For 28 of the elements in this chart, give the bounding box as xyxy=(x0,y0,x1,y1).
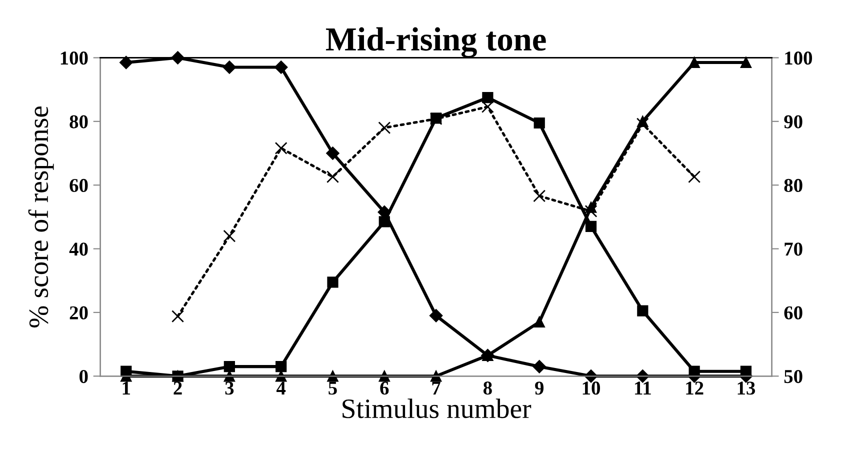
y2-tick-label: 70 xyxy=(784,242,802,256)
y2-tick-label: 50 xyxy=(784,370,802,384)
y-tick-label: 100 xyxy=(60,52,88,65)
x-tick-label: 5 xyxy=(328,382,337,395)
y-tick-label: 80 xyxy=(70,115,88,128)
chart-title: Mid-rising tone xyxy=(326,27,546,58)
x-tick-label: 12 xyxy=(686,382,704,394)
y2-tick-label: 80 xyxy=(784,178,802,192)
y-tick-label: 0 xyxy=(80,370,88,384)
x-tick-label: 11 xyxy=(635,382,651,394)
x-tick-label: 13 xyxy=(738,382,756,395)
x-tick-label: 6 xyxy=(380,382,389,395)
y2-tick-label: 60 xyxy=(784,306,802,320)
x-axis-title: Stimulus number xyxy=(342,398,532,418)
x-tick-label: 8 xyxy=(483,382,492,395)
x-tick-label: 10 xyxy=(582,382,600,395)
y2-tick-label: 90 xyxy=(784,115,802,128)
y-tick-label: 20 xyxy=(70,306,88,320)
y2-tick-label: 100 xyxy=(785,52,812,65)
x-tick-label: 9 xyxy=(535,382,544,395)
x-tick-label: 2 xyxy=(174,382,182,394)
x-tick-label: 7 xyxy=(432,382,440,394)
x-tick-label: 4 xyxy=(276,382,286,394)
x-tick-label: 1 xyxy=(122,382,130,394)
y-tick-label: 40 xyxy=(69,242,88,256)
y-axis-title: % score of response xyxy=(28,106,54,328)
x-tick-label: 3 xyxy=(225,382,234,395)
y-tick-label: 60 xyxy=(70,178,88,192)
